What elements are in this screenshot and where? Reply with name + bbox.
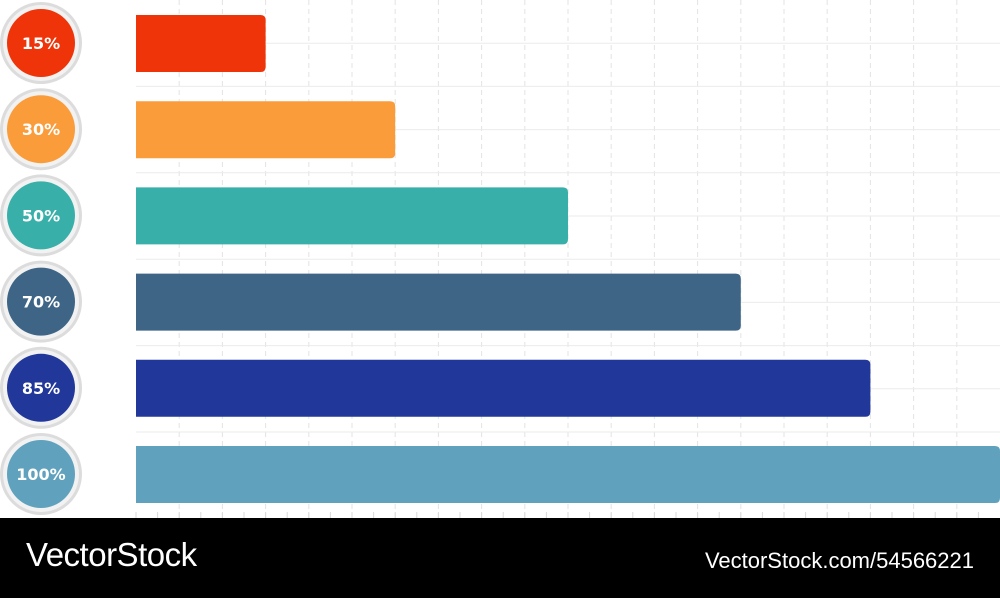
bar-5 <box>136 359 871 417</box>
badge-circle-3 <box>7 181 75 250</box>
percentage-badges: 15% 30% 50% 70% 85% 100% <box>0 2 82 515</box>
badge-label-3: 50% <box>22 206 60 225</box>
badge-circle-6 <box>7 440 75 508</box>
image-id-text: VectorStock.com/54566221 <box>704 548 974 573</box>
badge-circle-1 <box>7 9 75 77</box>
bars <box>136 15 1000 503</box>
bar-2 <box>136 101 396 159</box>
badge-circle-2 <box>7 95 75 164</box>
badge-circle-4 <box>7 267 75 336</box>
badge-label-6: 100% <box>16 465 65 484</box>
bar-3 <box>136 187 568 245</box>
badge-label-5: 85% <box>22 379 60 398</box>
bar-1 <box>136 15 266 72</box>
bar-chart: 15% 30% 50% 70% 85% 100% <box>0 0 1000 518</box>
bar-6 <box>136 446 1000 503</box>
badge-circle-5 <box>7 353 75 422</box>
bar-4 <box>136 273 741 331</box>
grid <box>135 0 1000 518</box>
badge-label-2: 30% <box>22 120 60 139</box>
brand-logo-text: VectorStock <box>26 536 197 573</box>
badge-label-4: 70% <box>22 293 60 312</box>
badge-label-1: 15% <box>22 34 60 53</box>
watermark-footer: VectorStock VectorStock.com/54566221 <box>0 518 1000 598</box>
